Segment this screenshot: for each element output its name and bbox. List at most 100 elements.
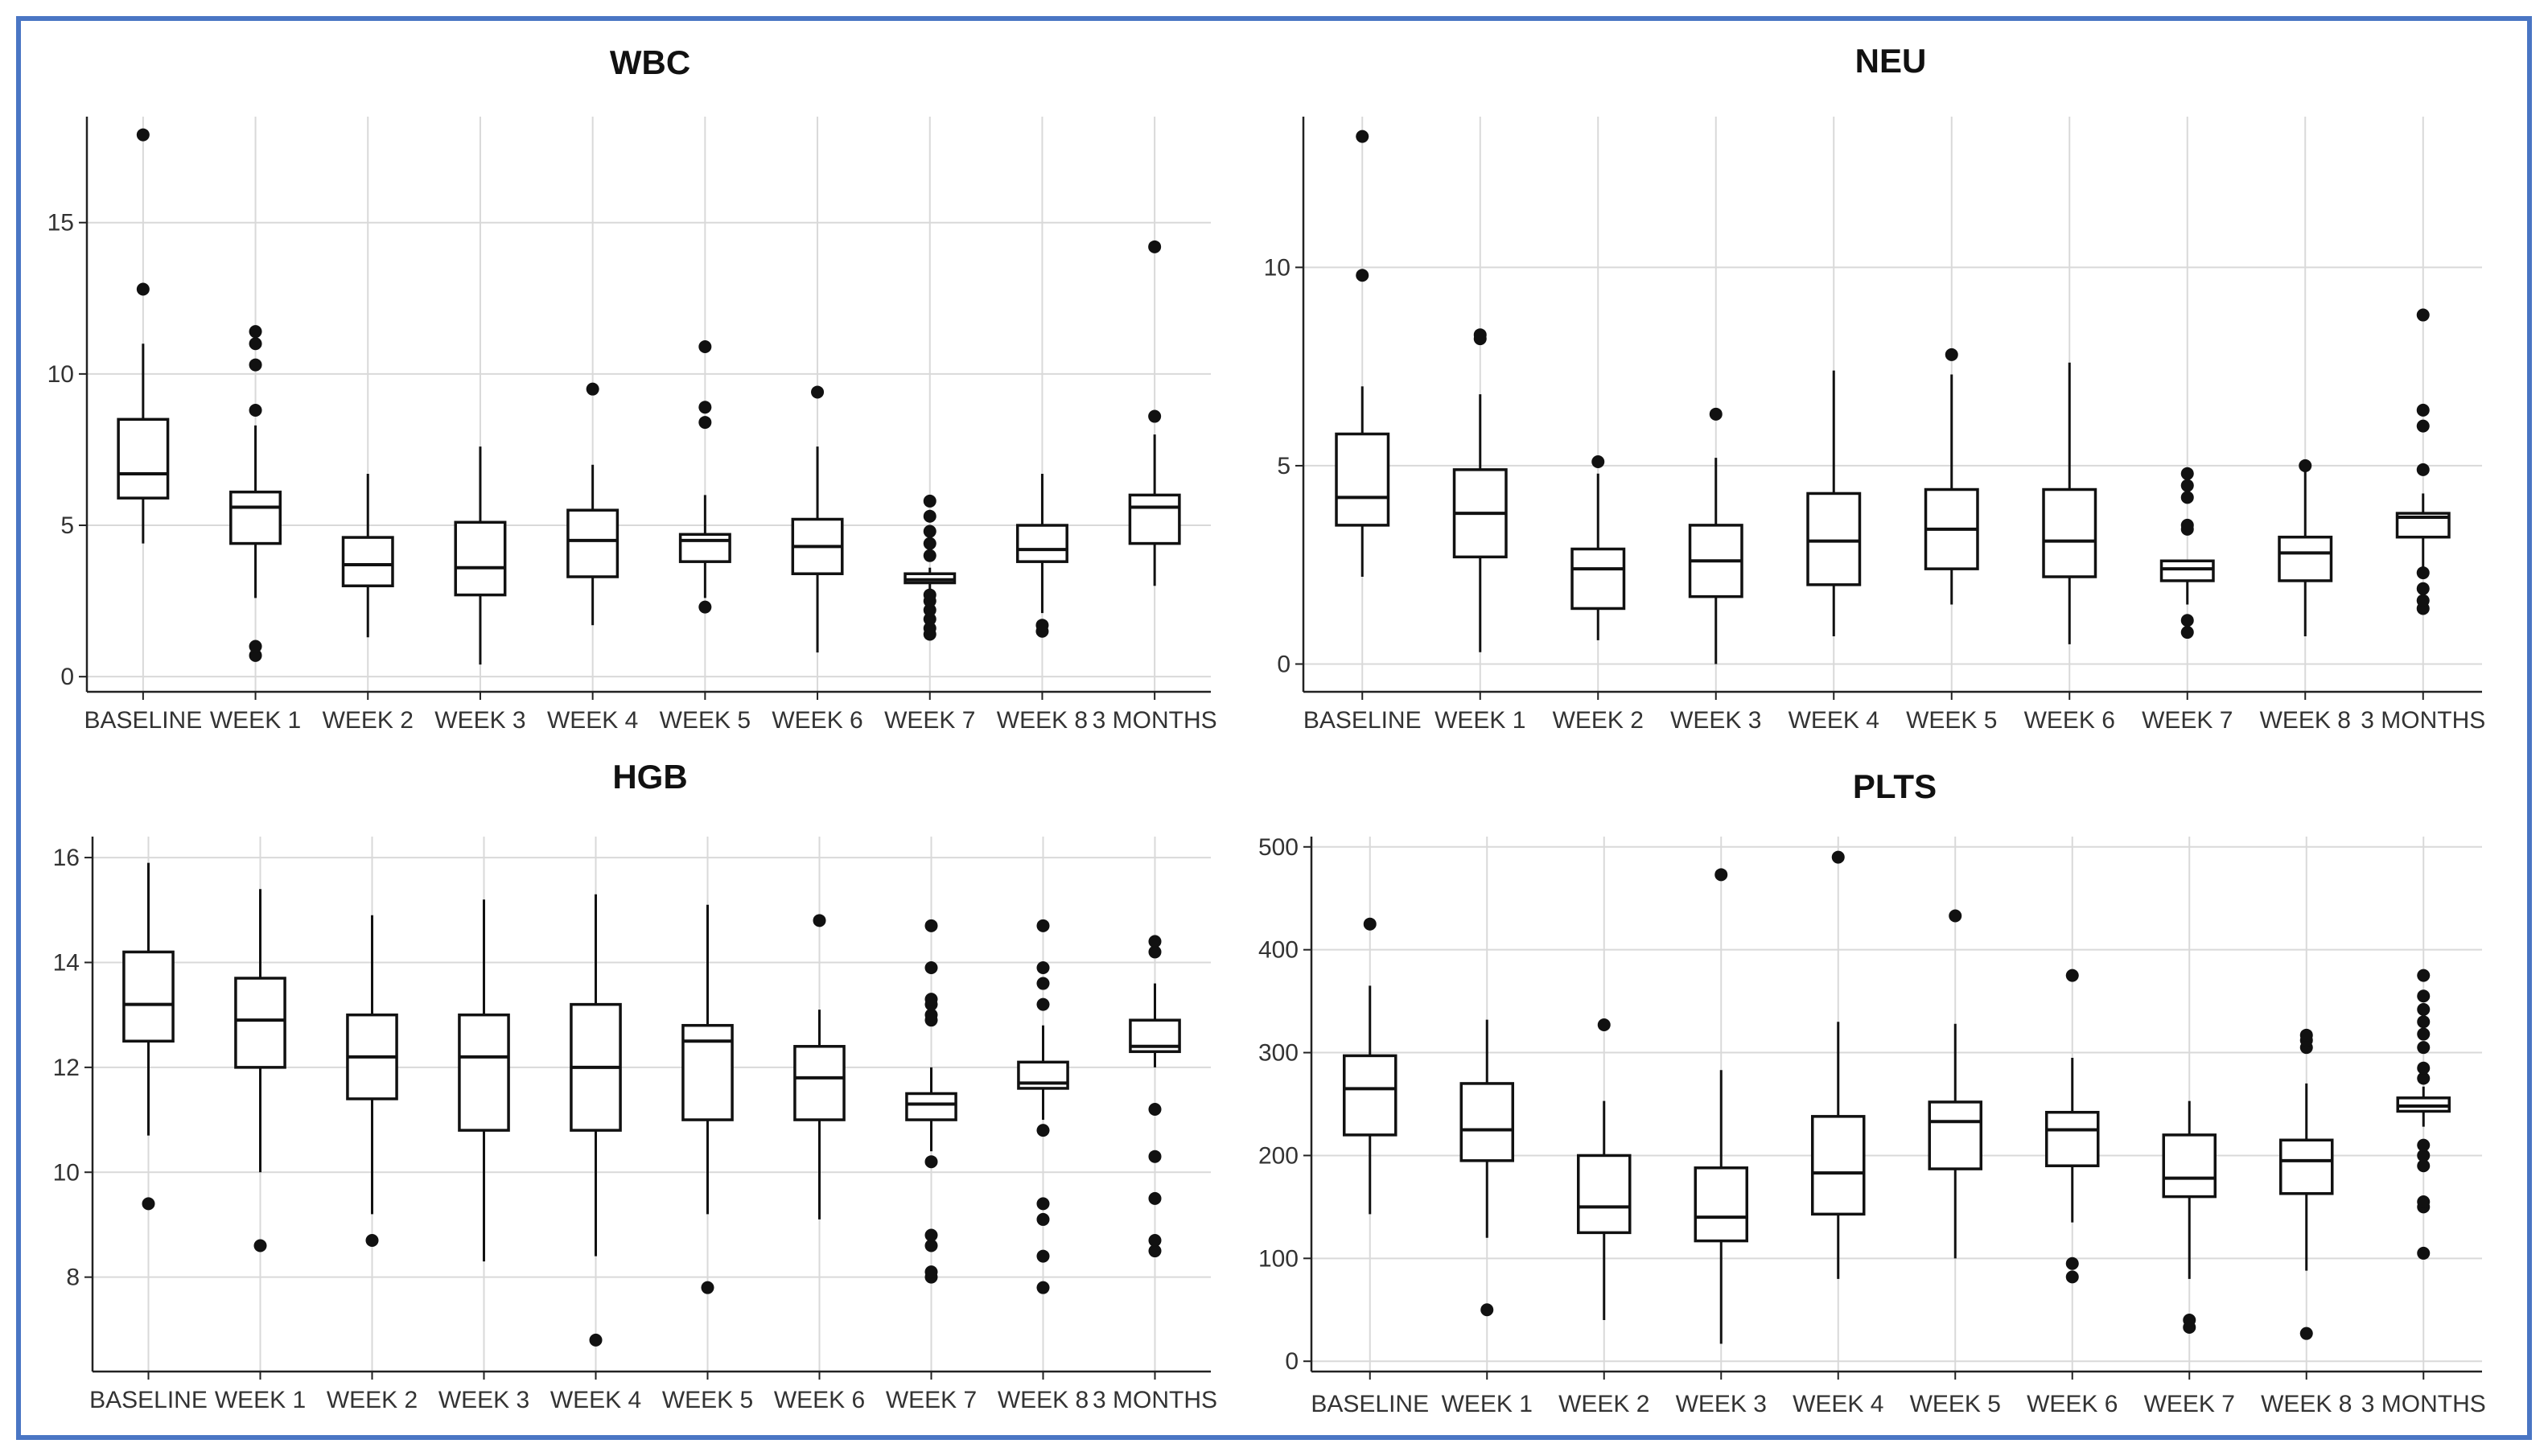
outlier-point: [1148, 1191, 1162, 1205]
outlier-point: [1597, 1018, 1611, 1032]
neu-box-3: [1688, 407, 1743, 664]
outlier-point: [1035, 619, 1049, 632]
wbc-x-tick-label: WEEK 6: [772, 707, 862, 734]
outlier-point: [136, 282, 150, 296]
outlier-point: [2183, 1314, 2196, 1327]
iqr-box: [678, 533, 731, 563]
plts-box-5: [1928, 909, 1983, 1259]
outlier-point: [1356, 269, 1369, 282]
outlier-point: [1036, 1212, 1050, 1226]
outlier-point: [2299, 1326, 2313, 1340]
outlier-point: [249, 648, 262, 662]
figure-frame: [16, 16, 2532, 1440]
iqr-box: [1928, 1100, 1983, 1170]
outlier-point: [924, 1265, 938, 1279]
outlier-point: [1148, 1103, 1162, 1117]
iqr-box: [566, 508, 620, 578]
wbc-y-tick-label: 5: [60, 512, 74, 539]
hgb-y-tick-label: 10: [53, 1159, 80, 1186]
plts-x-tick-label: WEEK 3: [1676, 1391, 1767, 1417]
iqr-box: [2278, 1138, 2334, 1195]
outlier-point: [1363, 917, 1377, 931]
plts-y-tick-label: 400: [1258, 937, 1299, 964]
outlier-point: [2416, 308, 2430, 322]
neu-x-tick-label: WEEK 2: [1553, 707, 1644, 734]
outlier-point: [2416, 594, 2430, 607]
iqr-box: [1576, 1154, 1632, 1235]
outlier-point: [2417, 989, 2431, 1003]
neu-x-tick-label: WEEK 6: [2024, 707, 2115, 734]
outlier-point: [924, 1228, 938, 1242]
neu-box-8: [2278, 459, 2333, 636]
neu-x-tick-label: WEEK 1: [1435, 707, 1525, 734]
hgb-box-8: [1017, 919, 1069, 1294]
wbc-x-tick-label: WEEK 5: [660, 707, 751, 734]
wbc-x-tick-label: 3 MONTHS: [1093, 707, 1217, 734]
iqr-box: [1128, 493, 1181, 545]
outlier-point: [2065, 969, 2079, 982]
iqr-box: [1810, 1115, 1866, 1216]
iqr-box: [2278, 535, 2333, 582]
outlier-point: [2065, 1257, 2079, 1270]
outlier-point: [249, 404, 262, 417]
neu-y-tick-label: 10: [1264, 254, 1290, 281]
plts-box-1: [1459, 1019, 1515, 1317]
outlier-point: [586, 382, 599, 396]
outlier-point: [1148, 935, 1162, 948]
outlier-point: [1148, 1244, 1162, 1258]
outlier-point: [2417, 1015, 2431, 1029]
wbc-title: WBC: [610, 43, 690, 81]
neu-box-0: [1335, 130, 1390, 577]
iqr-box: [2042, 487, 2097, 578]
wbc-y-tick-label: 0: [60, 664, 74, 690]
neu-box-9: [2395, 308, 2451, 615]
plts-x-tick-label: WEEK 5: [1910, 1391, 2001, 1417]
wbc-box-7: [904, 494, 957, 641]
plts-y-tick-label: 100: [1258, 1245, 1299, 1272]
outlier-point: [923, 621, 936, 635]
outlier-point: [1714, 868, 1728, 882]
outlier-point: [1036, 997, 1050, 1011]
outlier-point: [811, 385, 825, 399]
neu-x-tick-label: 3 MONTHS: [2361, 707, 2485, 734]
outlier-point: [2417, 1071, 2431, 1085]
outlier-point: [698, 401, 712, 414]
iqr-box: [229, 490, 282, 545]
neu-x-tick-label: WEEK 8: [2260, 707, 2351, 734]
wbc-panel: WBC 0 5 10 15 BASELINE WEEK 1 WEEK 2 WEEK 3 WEEK …: [47, 43, 1217, 734]
neu-x-tick-label: WEEK 5: [1906, 707, 1997, 734]
plts-y-tick-label: 200: [1258, 1142, 1299, 1169]
outlier-point: [923, 537, 936, 550]
outlier-point: [142, 1197, 155, 1211]
outlier-point: [1036, 1281, 1050, 1294]
hgb-box-4: [570, 894, 622, 1347]
neu-title: NEU: [1855, 42, 1927, 80]
outlier-point: [698, 600, 712, 614]
outlier-point: [923, 524, 936, 538]
neu-box-6: [2042, 362, 2097, 644]
hgb-x-tick-label: WEEK 6: [774, 1387, 865, 1413]
hgb-x-tick-label: WEEK 2: [327, 1387, 418, 1413]
plts-x-tick-label: WEEK 6: [2027, 1391, 2118, 1417]
plts-box-0: [1342, 917, 1397, 1215]
plts-title: PLTS: [1853, 767, 1937, 805]
outlier-point: [2416, 403, 2430, 417]
hgb-box-9: [1129, 935, 1181, 1258]
outlier-point: [1148, 945, 1162, 959]
iqr-box: [341, 536, 394, 588]
wbc-box-8: [1015, 474, 1068, 638]
outlier-point: [2416, 566, 2430, 580]
outlier-point: [589, 1333, 603, 1347]
iqr-box: [122, 950, 175, 1043]
outlier-point: [2417, 1061, 2431, 1075]
neu-x-tick-label: WEEK 3: [1670, 707, 1761, 734]
outlier-point: [136, 128, 150, 142]
outlier-point: [1480, 1303, 1494, 1317]
plts-box-3: [1694, 868, 1749, 1344]
outlier-point: [2180, 614, 2194, 627]
outlier-point: [1709, 407, 1723, 421]
outlier-point: [2299, 1028, 2313, 1042]
iqr-box: [117, 417, 170, 500]
iqr-box: [1335, 432, 1390, 527]
hgb-x-tick-label: BASELINE: [89, 1387, 208, 1413]
